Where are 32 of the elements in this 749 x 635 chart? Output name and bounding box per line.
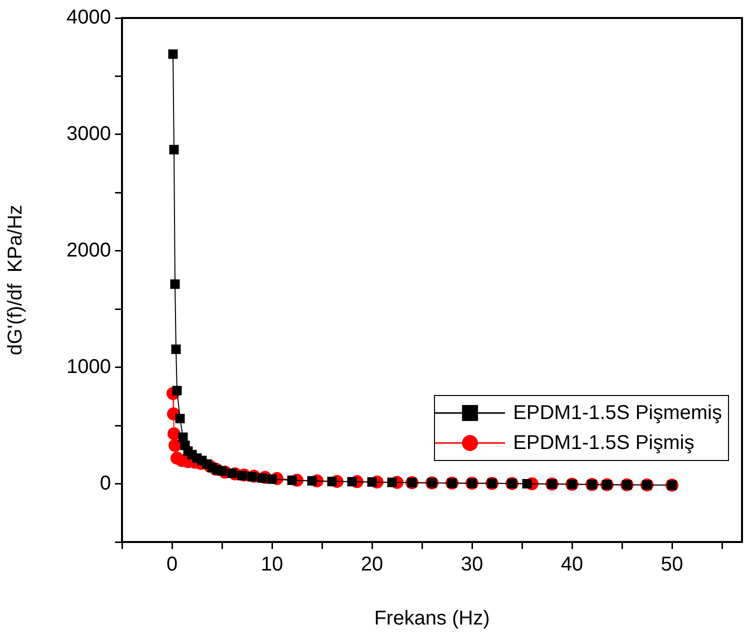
point [387, 478, 397, 488]
y-tick-label: 3000 [66, 122, 111, 145]
point [307, 476, 317, 486]
legend-label: EPDM1-1.5S Pişmiş [513, 432, 694, 454]
point [170, 279, 180, 289]
x-tick-label: 10 [260, 554, 284, 576]
point [347, 476, 357, 486]
point [168, 438, 182, 452]
point [287, 476, 297, 486]
y-tick-label: 2000 [66, 239, 111, 262]
point [171, 344, 181, 354]
point [327, 476, 337, 486]
y-axis-title: dG'(f)/df KPa/Hz [4, 204, 27, 356]
y-tick-label: 4000 [66, 6, 111, 29]
point [172, 386, 182, 396]
point [168, 49, 178, 59]
x-tick-label: 40 [560, 554, 584, 576]
point [237, 470, 247, 480]
x-tick-label: 30 [460, 554, 484, 576]
point [175, 414, 185, 424]
point [267, 474, 277, 484]
y-tick-label: 1000 [66, 356, 111, 378]
y-tick-label: 0 [100, 472, 111, 494]
x-axis-title: Frekans (Hz) [374, 608, 490, 630]
x-tick-label: 50 [660, 554, 684, 576]
x-tick-label: 0 [166, 554, 178, 576]
legend-label: EPDM1-1.5S Pişmemiş [513, 402, 722, 424]
point [522, 479, 532, 489]
point [367, 477, 377, 487]
x-tick-label: 20 [360, 554, 384, 576]
point [168, 427, 180, 440]
point [169, 144, 179, 154]
